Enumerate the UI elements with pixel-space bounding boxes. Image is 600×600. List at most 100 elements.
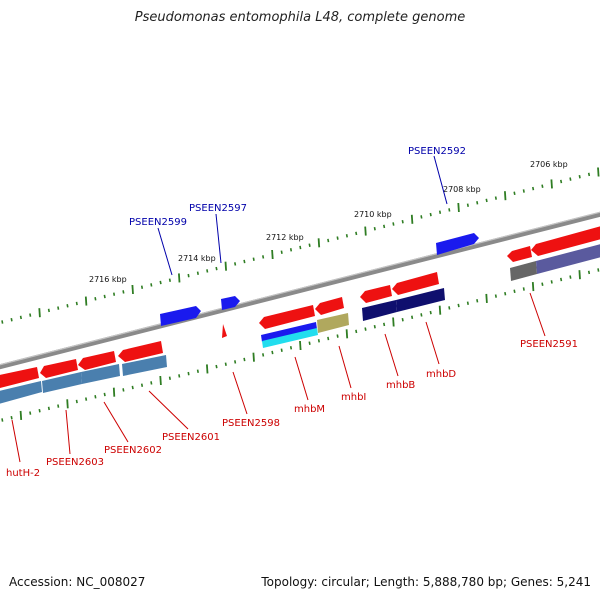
outer-scale-tick (355, 231, 358, 236)
inner-scale-tick (476, 299, 479, 303)
inner-scale-tick (457, 303, 460, 308)
label-mhbb[interactable]: mhbB (386, 380, 415, 391)
inner-scale-tick (85, 397, 88, 401)
gene-mhbb-arrow[interactable] (360, 285, 392, 303)
outer-scale-tick (38, 308, 41, 318)
outer-scale-tick (448, 208, 451, 212)
cds-mhbb[interactable] (362, 300, 397, 321)
cds-pseen2601[interactable] (122, 355, 167, 376)
inner-scale-tick (280, 348, 283, 352)
inner-scale-tick (19, 410, 23, 420)
label-mhbd[interactable]: mhbD (426, 369, 456, 380)
gene-pseen2601-arrow[interactable] (118, 341, 163, 362)
inner-scale-tick (215, 364, 218, 369)
outer-scale-tick (457, 202, 460, 213)
outer-scale-tick (383, 224, 386, 229)
gene-pseen2591-arrow[interactable] (507, 246, 532, 262)
outer-scale-tick (429, 212, 432, 217)
outer-scale-tick (94, 297, 97, 301)
outer-scale-tick (587, 172, 591, 177)
outer-scale-tick (299, 245, 302, 250)
label-pseen2603[interactable]: PSEEN2603 (46, 457, 104, 468)
inner-scale-tick (29, 411, 32, 415)
gene-mhbi-arrow[interactable] (315, 297, 344, 315)
gene-pseen2592-arrow[interactable] (436, 233, 479, 255)
inner-scale-tick (187, 371, 190, 376)
inner-scale-tick (289, 346, 293, 350)
label-pseen2597[interactable]: PSEEN2597 (189, 203, 247, 214)
inner-scale-tick (131, 385, 134, 390)
label-pseen2599[interactable]: PSEEN2599 (129, 217, 187, 228)
inner-scale-tick (308, 341, 311, 345)
inner-scale-tick (327, 336, 330, 341)
inner-scale-tick (196, 369, 199, 373)
leader-mhbb (384, 333, 399, 377)
inner-scale-tick (411, 315, 414, 320)
cds-mhbm-upper[interactable] (261, 322, 317, 342)
cds-mhbm-lower[interactable] (262, 328, 318, 348)
outer-scale-tick (485, 198, 488, 203)
outer-scale-tick (47, 308, 50, 313)
gene-pseen2602-arrow[interactable] (78, 351, 116, 370)
inner-scale-tick (159, 375, 162, 386)
inner-scale-tick (243, 357, 246, 362)
outer-scale-tick (243, 259, 246, 264)
inner-scale-tick (1, 418, 4, 422)
inner-scale-tick (392, 317, 395, 327)
inner-scale-tick (373, 324, 376, 329)
inner-scale-tick (38, 408, 41, 413)
cds-mhbd[interactable] (396, 288, 445, 312)
label-huth2[interactable]: hutH-2 (6, 468, 40, 479)
gene-pseen2597-arrow[interactable] (221, 296, 240, 310)
cds-next[interactable] (536, 243, 600, 274)
scale-label-2708: 2708 kbp (443, 185, 481, 194)
outer-scale-tick (196, 271, 199, 275)
cds-pseen2591[interactable] (510, 261, 537, 281)
outer-scale-tick (29, 313, 32, 317)
label-mhbm[interactable]: mhbM (294, 404, 325, 415)
leader-pseen2592 (433, 155, 448, 205)
outer-scale-tick (84, 296, 88, 306)
inner-scale-tick (438, 305, 442, 315)
outer-scale-tick (420, 215, 423, 219)
label-pseen2602[interactable]: PSEEN2602 (104, 445, 162, 456)
gene-pseen2598-arrow[interactable] (222, 324, 227, 338)
label-pseen2601[interactable]: PSEEN2601 (162, 432, 220, 443)
inner-scale-tick (234, 360, 237, 364)
label-pseen2598[interactable]: PSEEN2598 (222, 418, 280, 429)
gene-pseen2599-arrow[interactable] (160, 306, 201, 326)
gene-pseen2603-arrow[interactable] (40, 359, 78, 378)
outer-scale-tick (159, 280, 162, 285)
outer-scale-ticks (1, 167, 600, 324)
outer-scale-tick (271, 249, 274, 260)
accession-text: Accession: NC_008027 (9, 575, 146, 589)
cds-pseen2603[interactable] (42, 372, 82, 393)
outer-scale-tick (504, 191, 507, 201)
gene-mhbd-arrow[interactable] (392, 272, 439, 295)
label-mhbi[interactable]: mhbI (341, 392, 366, 403)
gene-next-arrow[interactable] (531, 225, 600, 256)
inner-scale-tick (252, 352, 255, 362)
label-pseen2591[interactable]: PSEEN2591 (520, 339, 578, 350)
inner-scale-tick (513, 289, 516, 294)
outer-scale-tick (410, 214, 414, 224)
outer-scale-tick (252, 257, 255, 261)
leader-mhbi (338, 345, 352, 389)
outer-scale-tick (280, 250, 283, 254)
inner-scale-tick (485, 293, 488, 303)
outer-scale-tick (10, 317, 13, 322)
genome-backbone-highlight (0, 211, 600, 366)
inner-scale-tick (224, 362, 227, 366)
label-pseen2592[interactable]: PSEEN2592 (408, 146, 466, 157)
outer-scale-tick (75, 301, 78, 306)
gene-huth2-arrow[interactable] (0, 367, 39, 389)
outer-scale-tick (140, 285, 144, 289)
forward-label-leaders (157, 155, 448, 276)
gene-mhbm-arrow[interactable] (259, 305, 315, 329)
cds-huth2[interactable] (0, 381, 42, 405)
cds-pseen2602[interactable] (81, 364, 120, 384)
leader-pseen2602 (103, 401, 129, 443)
leader-pseen2599 (157, 227, 173, 276)
cds-mhbi[interactable] (317, 313, 349, 333)
